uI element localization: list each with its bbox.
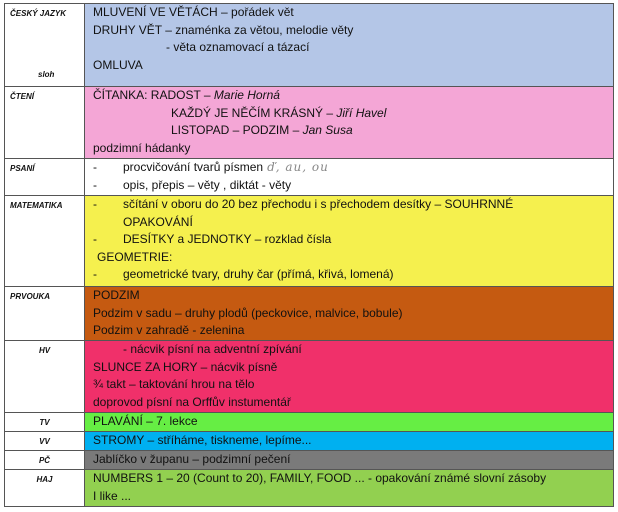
bullet-dash: - <box>93 232 97 246</box>
content-cell: PODZIM Podzim v sadu – druhy plodů (peck… <box>84 286 614 341</box>
content-line: I like ... <box>93 488 132 503</box>
content-cell: STROMY – stříháme, tiskneme, lepíme... <box>84 431 614 451</box>
table-row: PČ Jablíčko v županu – podzimní pečení <box>4 450 614 470</box>
subject-cell: PČ <box>4 450 85 470</box>
subject-label: PČ <box>38 456 51 465</box>
content-line: - nácvik písní na adventní zpívání <box>123 342 302 356</box>
content-line: Jablíčko v županu – podzimní pečení <box>93 452 291 466</box>
subject-cell: HV <box>4 340 85 413</box>
bullet-dash: - <box>93 160 97 174</box>
content-line: podzimní hádanky <box>93 140 191 155</box>
subject-label: ČTENÍ <box>10 92 34 101</box>
author-name: Jan Susa <box>302 123 353 137</box>
content-line: LISTOPAD – PODZIM – <box>171 123 303 137</box>
table-row: PSANÍ - procvičování tvarů písmen ď, au, o… <box>4 158 614 196</box>
table-row: ČESKÝ JAZYK sloh MLUVENÍ VE VĚTÁCH – poř… <box>4 3 614 87</box>
content-line: PLAVÁNÍ – 7. lekce <box>93 414 198 428</box>
content-line: KAŽDÝ JE NĚČÍM KRÁSNÝ – <box>171 105 337 120</box>
content-line: Podzim v zahradě - zelenina <box>93 323 245 337</box>
subject-cell: PSANÍ <box>4 158 85 196</box>
content-cell: MLUVENÍ VE VĚTÁCH – pořádek vět DRUHY VĚ… <box>84 3 614 87</box>
content-line: GEOMETRIE: <box>97 249 173 264</box>
subject-label: PRVOUKA <box>10 292 51 301</box>
table-row: HV - nácvik písní na adventní zpívání SL… <box>4 340 614 413</box>
bullet-dash: - <box>93 267 97 281</box>
subject-label: TV <box>39 418 50 427</box>
table-row: MATEMATIKA - sčítání v oboru do 20 bez př… <box>4 195 614 287</box>
content-cell: ČÍTANKA: RADOST – Marie Horná KAŽDÝ JE N… <box>84 86 614 159</box>
content-line: OMLUVA <box>93 57 143 72</box>
content-line: MLUVENÍ VE VĚTÁCH – pořádek vět <box>93 5 294 19</box>
subject-cell: MATEMATIKA <box>4 195 85 287</box>
content-line: opis, přepis – věty , diktát - věty <box>123 177 292 192</box>
content-cell: PLAVÁNÍ – 7. lekce <box>84 412 614 432</box>
author-name: Marie Horná <box>213 88 280 102</box>
subject-label: PSANÍ <box>10 164 35 173</box>
subject-cell: ČTENÍ <box>4 86 85 159</box>
content-line: DRUHY VĚT – znaménka za větou, melodie v… <box>93 22 354 37</box>
author-name: Jiří Havel <box>336 105 387 120</box>
content-cell: - procvičování tvarů písmen ď, au, ou - opi… <box>84 158 614 196</box>
content-line: doprovod písní na Orffův instumentář <box>93 394 291 409</box>
content-cell: NUMBERS 1 – 20 (Count to 20), FAMILY, FO… <box>84 469 614 507</box>
content-line: DESÍTKY a JEDNOTKY – rozklad čísla <box>123 232 332 246</box>
content-line: Podzim v sadu – druhy plodů (peckovice, … <box>93 305 403 320</box>
subject-label: HAJ <box>36 475 53 484</box>
content-line: NUMBERS 1 – 20 (Count to 20), FAMILY, FO… <box>93 471 547 485</box>
content-cell: - sčítání v oboru do 20 bez přechodu i s … <box>84 195 614 287</box>
content-line: procvičování tvarů písmen <box>123 160 264 174</box>
subject-label: MATEMATIKA <box>10 201 63 210</box>
subject-label: ČESKÝ JAZYK <box>10 9 67 18</box>
content-line: STROMY – stříháme, tiskneme, lepíme... <box>93 433 312 447</box>
content-line: OPAKOVÁNÍ <box>123 214 193 229</box>
subject-cell: VV <box>4 431 85 451</box>
bullet-dash: - <box>93 177 97 192</box>
content-line: - věta oznamovací a tázací <box>166 40 310 54</box>
subject-cell: ČESKÝ JAZYK sloh <box>4 3 85 87</box>
handwriting-sample: ď, au, ou <box>267 160 329 174</box>
content-cell: - nácvik písní na adventní zpívání SLUNC… <box>84 340 614 413</box>
subject-cell: HAJ <box>4 469 85 507</box>
content-line: PODZIM <box>93 288 140 302</box>
bullet-dash: - <box>93 197 97 211</box>
subject-label: VV <box>39 437 50 446</box>
content-line: SLUNCE ZA HORY – nácvik písně <box>93 359 278 374</box>
subject-label: HV <box>38 346 51 355</box>
content-line: geometrické tvary, druhy čar (přímá, kři… <box>123 267 394 281</box>
table-row: PRVOUKA PODZIM Podzim v sadu – druhy plo… <box>4 286 614 341</box>
table-row: TV PLAVÁNÍ – 7. lekce <box>4 412 614 432</box>
subject-cell: TV <box>4 412 85 432</box>
weekly-plan-table: ČESKÝ JAZYK sloh MLUVENÍ VE VĚTÁCH – poř… <box>4 3 614 507</box>
table-row: ČTENÍ ČÍTANKA: RADOST – Marie Horná KAŽD… <box>4 86 614 159</box>
subject-sublabel: sloh <box>38 70 55 79</box>
content-line: ČÍTANKA: RADOST – <box>93 88 214 102</box>
table-row: VV STROMY – stříháme, tiskneme, lepíme..… <box>4 431 614 451</box>
subject-cell: PRVOUKA <box>4 286 85 341</box>
content-cell: Jablíčko v županu – podzimní pečení <box>84 450 614 470</box>
content-line: sčítání v oboru do 20 bez přechodu i s p… <box>123 197 514 211</box>
content-line: ¾ takt – taktování hrou na tělo <box>93 377 255 391</box>
table-row: HAJ NUMBERS 1 – 20 (Count to 20), FAMILY… <box>4 469 614 507</box>
